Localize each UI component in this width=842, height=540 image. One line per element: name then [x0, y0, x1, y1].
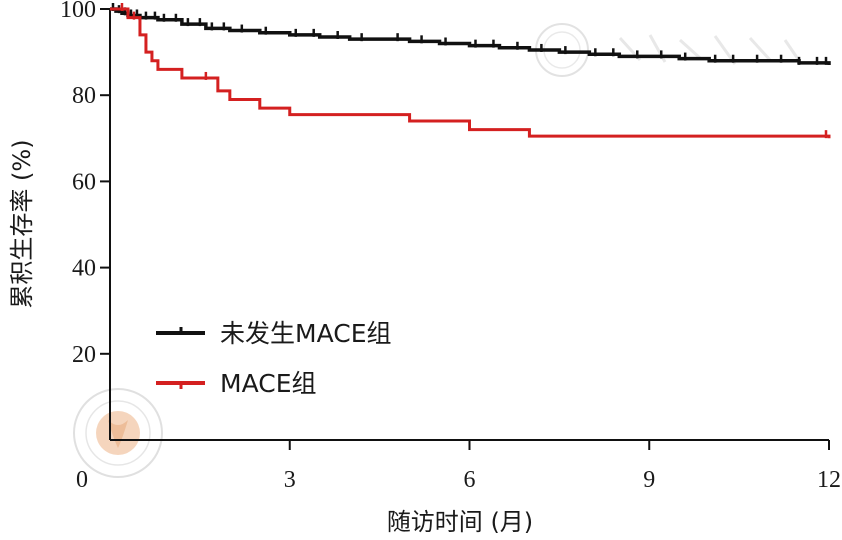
y-tick-label: 40 — [72, 256, 96, 282]
watermark-emblem — [74, 389, 162, 477]
x-tick-label: 9 — [643, 467, 655, 493]
x-tick-label: 12 — [817, 467, 841, 493]
y-tick-label: 100 — [60, 0, 96, 23]
y-tick-label: 60 — [72, 169, 96, 195]
x-tick-label: 0 — [76, 467, 88, 493]
legend-item-mace: MACE组 — [156, 369, 317, 398]
series-line-0 — [110, 9, 829, 65]
y-tick-label: 20 — [72, 342, 96, 368]
legend: 未发生MACE组 MACE组 — [156, 319, 392, 398]
y-axis-title: 累积生存率 (%) — [8, 139, 36, 308]
legend-label-mace: MACE组 — [220, 369, 317, 398]
series-layer — [110, 3, 829, 138]
x-tick-label: 6 — [464, 467, 476, 493]
legend-item-no-mace: 未发生MACE组 — [156, 319, 392, 348]
watermark-seal — [536, 24, 800, 76]
y-tick-label: 80 — [72, 83, 96, 109]
axes: 20 40 60 80 100 0 3 6 9 12 — [60, 0, 841, 493]
x-axis-title: 随访时间 (月) — [387, 508, 533, 536]
legend-label-no-mace: 未发生MACE组 — [220, 319, 392, 348]
x-tick-label: 3 — [284, 467, 296, 493]
